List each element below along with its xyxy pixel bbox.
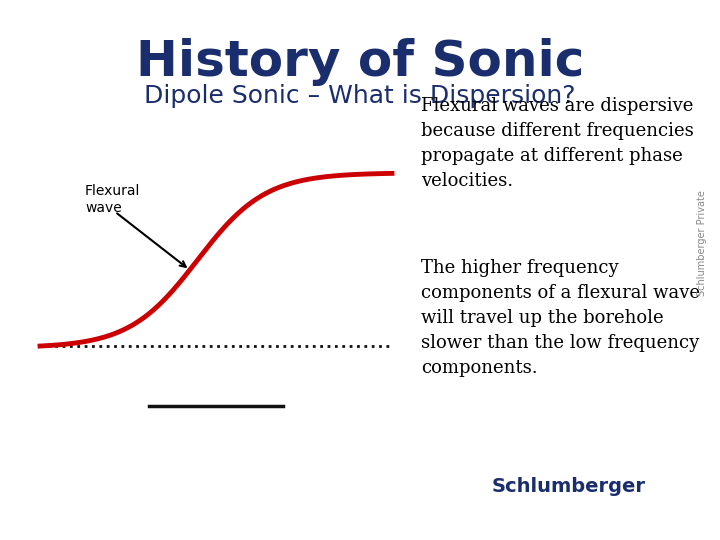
Text: Flexural
wave: Flexural wave (85, 185, 140, 215)
Text: Schlumberger: Schlumberger (492, 476, 646, 496)
Text: The higher frequency
components of a flexural wave
will travel up the borehole
s: The higher frequency components of a fle… (421, 259, 701, 377)
Text: History of Sonic: History of Sonic (136, 38, 584, 86)
Text: Dipole Sonic – What is Dispersion?: Dipole Sonic – What is Dispersion? (144, 84, 576, 107)
Text: Monopole Comp: Monopole Comp (166, 422, 266, 435)
Text: Monopole Shear: Monopole Shear (166, 365, 266, 378)
Text: Flexural waves are dispersive
because different frequencies
propagate at differe: Flexural waves are dispersive because di… (421, 97, 694, 190)
Text: Schlumberger Private: Schlumberger Private (697, 190, 707, 296)
